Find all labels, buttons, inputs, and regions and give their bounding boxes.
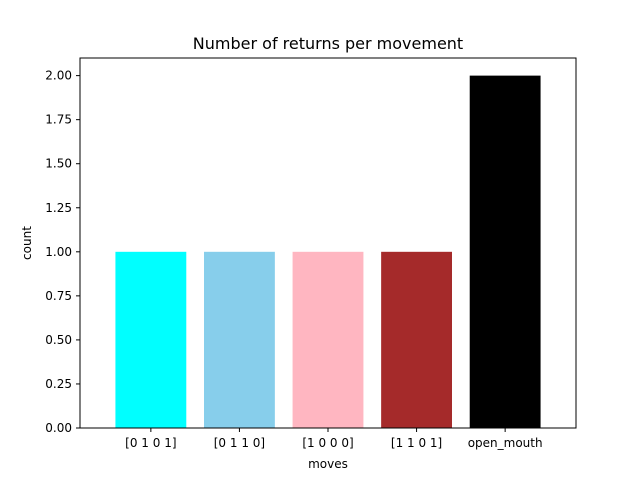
bar-1 (204, 251, 275, 428)
bar-4 (469, 75, 541, 428)
x-tick-label: open_mouth (468, 436, 543, 450)
y-tick-label: 2.00 (45, 69, 72, 83)
bars-group (115, 75, 541, 428)
y-axis-label: count (20, 226, 34, 260)
y-tick-label: 0.00 (45, 421, 72, 435)
axes-frame (79, 57, 577, 429)
y-tick-label: 1.00 (45, 245, 72, 259)
y-axis: 0.00 0.25 0.50 0.75 1.00 1.25 1.50 1.75 2.00 (45, 69, 80, 435)
bar-0 (115, 251, 187, 428)
y-tick-label: 0.25 (45, 377, 72, 391)
y-tick-label: 1.50 (45, 157, 72, 171)
bar-3 (381, 251, 452, 428)
y-tick-label: 0.50 (45, 333, 72, 347)
x-tick-label: [0 1 1 0] (214, 436, 265, 450)
y-tick-label: 1.75 (45, 113, 72, 127)
x-tick-label: [1 0 0 0] (302, 436, 353, 450)
bar-2 (292, 251, 364, 428)
x-axis: [0 1 0 1] [0 1 1 0] [1 0 0 0] [1 1 0 1] open… (125, 428, 543, 450)
chart-title: Number of returns per movement (193, 34, 463, 53)
x-tick-label: [0 1 0 1] (125, 436, 176, 450)
x-tick-label: [1 1 0 1] (391, 436, 442, 450)
y-tick-label: 1.25 (45, 201, 72, 215)
x-axis-label: moves (308, 457, 348, 471)
y-tick-label: 0.75 (45, 289, 72, 303)
